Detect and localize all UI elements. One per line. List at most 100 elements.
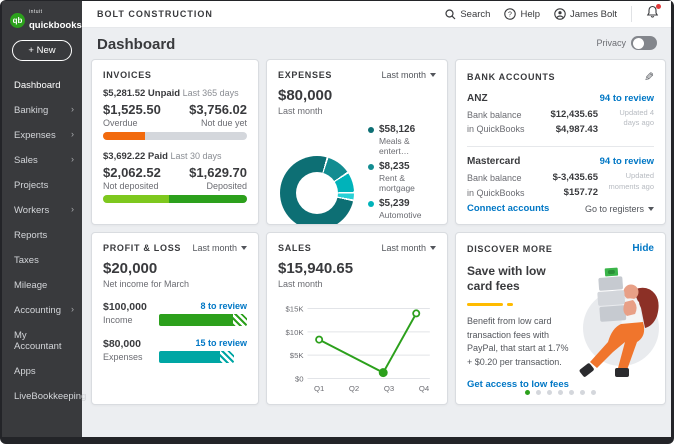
income-bar[interactable] <box>159 314 247 326</box>
qb-logo-icon: qb <box>10 13 25 28</box>
expenses-card: EXPENSES Last month $80,000 Last month $… <box>266 59 448 225</box>
promo-heading: Save with low card fees <box>467 264 546 293</box>
carousel-dot[interactable] <box>580 390 585 395</box>
sales-line <box>318 312 418 374</box>
search-icon <box>445 8 456 19</box>
review-link[interactable]: 94 to review <box>599 156 654 168</box>
sidebar-item-reports[interactable]: Reports <box>14 230 48 241</box>
sidebar-item-expenses[interactable]: Expenses <box>2 123 82 148</box>
sidebar-item-taxes[interactable]: Taxes <box>14 255 39 266</box>
data-point-q4[interactable] <box>412 309 421 318</box>
y-tick: $15K <box>285 304 304 313</box>
expenses-label: Expenses <box>103 352 143 362</box>
sales-card: SALES Last month $15,940.65 Last month $… <box>266 232 448 405</box>
paid-amount: $3,692.22 Paid <box>103 151 168 162</box>
edit-accounts-icon[interactable]: ✎ <box>643 70 654 84</box>
bank-accounts-card: BANK ACCOUNTS ✎ ANZ 94 to review Bank ba… <box>455 59 666 225</box>
sales-filter-dropdown[interactable]: Last month <box>381 243 436 253</box>
income-label: Income <box>103 315 133 325</box>
help-button[interactable]: ? Help <box>504 8 540 20</box>
carousel-dot-active[interactable] <box>525 390 530 395</box>
notdeposited-bar-segment <box>103 195 170 203</box>
expenses-amount: $80,000 <box>103 338 141 350</box>
promo-illustration <box>571 254 665 390</box>
profit-loss-card: PROFIT & LOSS Last month $20,000 Net inc… <box>91 232 259 405</box>
expenses-bar[interactable] <box>159 351 234 363</box>
sales-line-chart[interactable]: $15K $10K $5K $0 Q1 Q2 Q3 Q4 <box>278 293 436 394</box>
invoices-card: INVOICES $5,281.52 Unpaid Last 365 days … <box>91 59 259 225</box>
user-menu[interactable]: James Bolt <box>554 8 617 20</box>
data-point-q3-selected[interactable] <box>378 368 388 378</box>
x-tick: Q2 <box>349 384 359 393</box>
expenses-period: Last month <box>278 106 323 116</box>
sidebar-item-my-accountant[interactable]: My Accountant <box>14 330 62 352</box>
bank-balance-value: $-3,435.65 <box>552 172 598 184</box>
overdue-amount: $1,525.50 <box>103 102 161 117</box>
privacy-label: Privacy <box>596 38 626 48</box>
updated-timestamp: Updated 4 days ago <box>619 108 654 128</box>
bank-balance-value: $12,435.65 <box>550 109 598 120</box>
carousel-dot[interactable] <box>558 390 563 395</box>
sidebar-item-banking[interactable]: Banking <box>2 98 82 123</box>
qb-balance-value: $157.72 <box>563 187 598 199</box>
main-area: BOLT CONSTRUCTION Search ? Help James Bo… <box>82 1 671 437</box>
income-row: $100,000 Income 8 to review <box>103 301 247 326</box>
bank-account-row: ANZ 94 to review Bank balance in QuickBo… <box>467 93 654 137</box>
carousel-dots <box>467 390 654 397</box>
deposited-bar-segment <box>169 195 247 203</box>
sidebar-nav: Dashboard Banking Expenses Sales Project… <box>2 73 87 409</box>
expenses-donut-chart[interactable] <box>280 156 354 224</box>
carousel-dot[interactable] <box>569 390 574 395</box>
income-review-link[interactable]: 8 to review <box>200 301 247 311</box>
sidebar-item-mileage[interactable]: Mileage <box>14 280 48 291</box>
review-link[interactable]: 94 to review <box>599 93 654 104</box>
privacy-toggle[interactable] <box>631 36 657 50</box>
legend-item: $58,126 Meals & entert… <box>368 124 436 156</box>
account-name: ANZ <box>467 93 488 104</box>
go-to-registers-dropdown[interactable]: Go to registers <box>585 204 654 214</box>
sidebar-item-projects[interactable]: Projects <box>14 180 49 191</box>
dashboard-grid: INVOICES $5,281.52 Unpaid Last 365 days … <box>91 59 666 405</box>
sales-total: $15,940.65 <box>278 260 354 277</box>
sidebar-item-sales[interactable]: Sales <box>2 148 82 173</box>
sidebar-item-workers[interactable]: Workers <box>2 198 82 223</box>
deposited-label: Deposited <box>206 181 247 191</box>
notdue-label: Not due yet <box>200 118 247 128</box>
sidebar-item-dashboard[interactable]: Dashboard <box>14 80 61 91</box>
unpaid-progress-bar[interactable] <box>103 132 247 140</box>
bank-account-row: Mastercard 94 to review Bank balance in … <box>467 156 654 200</box>
profit-loss-title: PROFIT & LOSS <box>103 243 182 253</box>
svg-text:?: ? <box>509 11 513 18</box>
pnl-filter-dropdown[interactable]: Last month <box>192 243 247 253</box>
carousel-dot[interactable] <box>591 390 596 395</box>
carousel-dot[interactable] <box>536 390 541 395</box>
hide-link[interactable]: Hide <box>632 243 654 254</box>
sidebar-item-livebookkeeping[interactable]: LiveBookkeeping <box>14 391 87 402</box>
income-amount: $100,000 <box>103 301 147 313</box>
divider <box>467 146 654 148</box>
expenses-total: $80,000 <box>278 87 333 104</box>
carousel-dot[interactable] <box>547 390 552 395</box>
new-button[interactable]: + New <box>12 40 72 61</box>
data-point-q1[interactable] <box>315 335 324 344</box>
y-tick: $0 <box>295 374 304 383</box>
notifications-bell-icon[interactable] <box>646 3 661 24</box>
expenses-review-link[interactable]: 15 to review <box>195 338 247 348</box>
quickbooks-wordmark: quickbooks <box>29 20 82 31</box>
x-tick: Q4 <box>419 384 430 393</box>
sidebar-item-apps[interactable]: Apps <box>14 366 36 377</box>
expenses-row: $80,000 Expenses 15 to review <box>103 338 247 363</box>
unpaid-amount: $5,281.52 Unpaid <box>103 88 181 99</box>
connect-accounts-link[interactable]: Connect accounts <box>467 203 550 214</box>
header-divider <box>631 6 632 22</box>
updated-timestamp: Updated moments ago <box>608 171 654 191</box>
promo-cta-link[interactable]: Get access to low fees <box>467 379 569 390</box>
search-button[interactable]: Search <box>445 9 490 20</box>
sidebar-item-accounting[interactable]: Accounting <box>2 298 82 323</box>
expenses-filter-dropdown[interactable]: Last month <box>381 70 436 80</box>
y-tick: $5K <box>290 351 305 360</box>
paid-progress-bar[interactable] <box>103 195 247 203</box>
overdue-bar-segment <box>103 132 145 140</box>
legend-dot <box>368 200 374 207</box>
